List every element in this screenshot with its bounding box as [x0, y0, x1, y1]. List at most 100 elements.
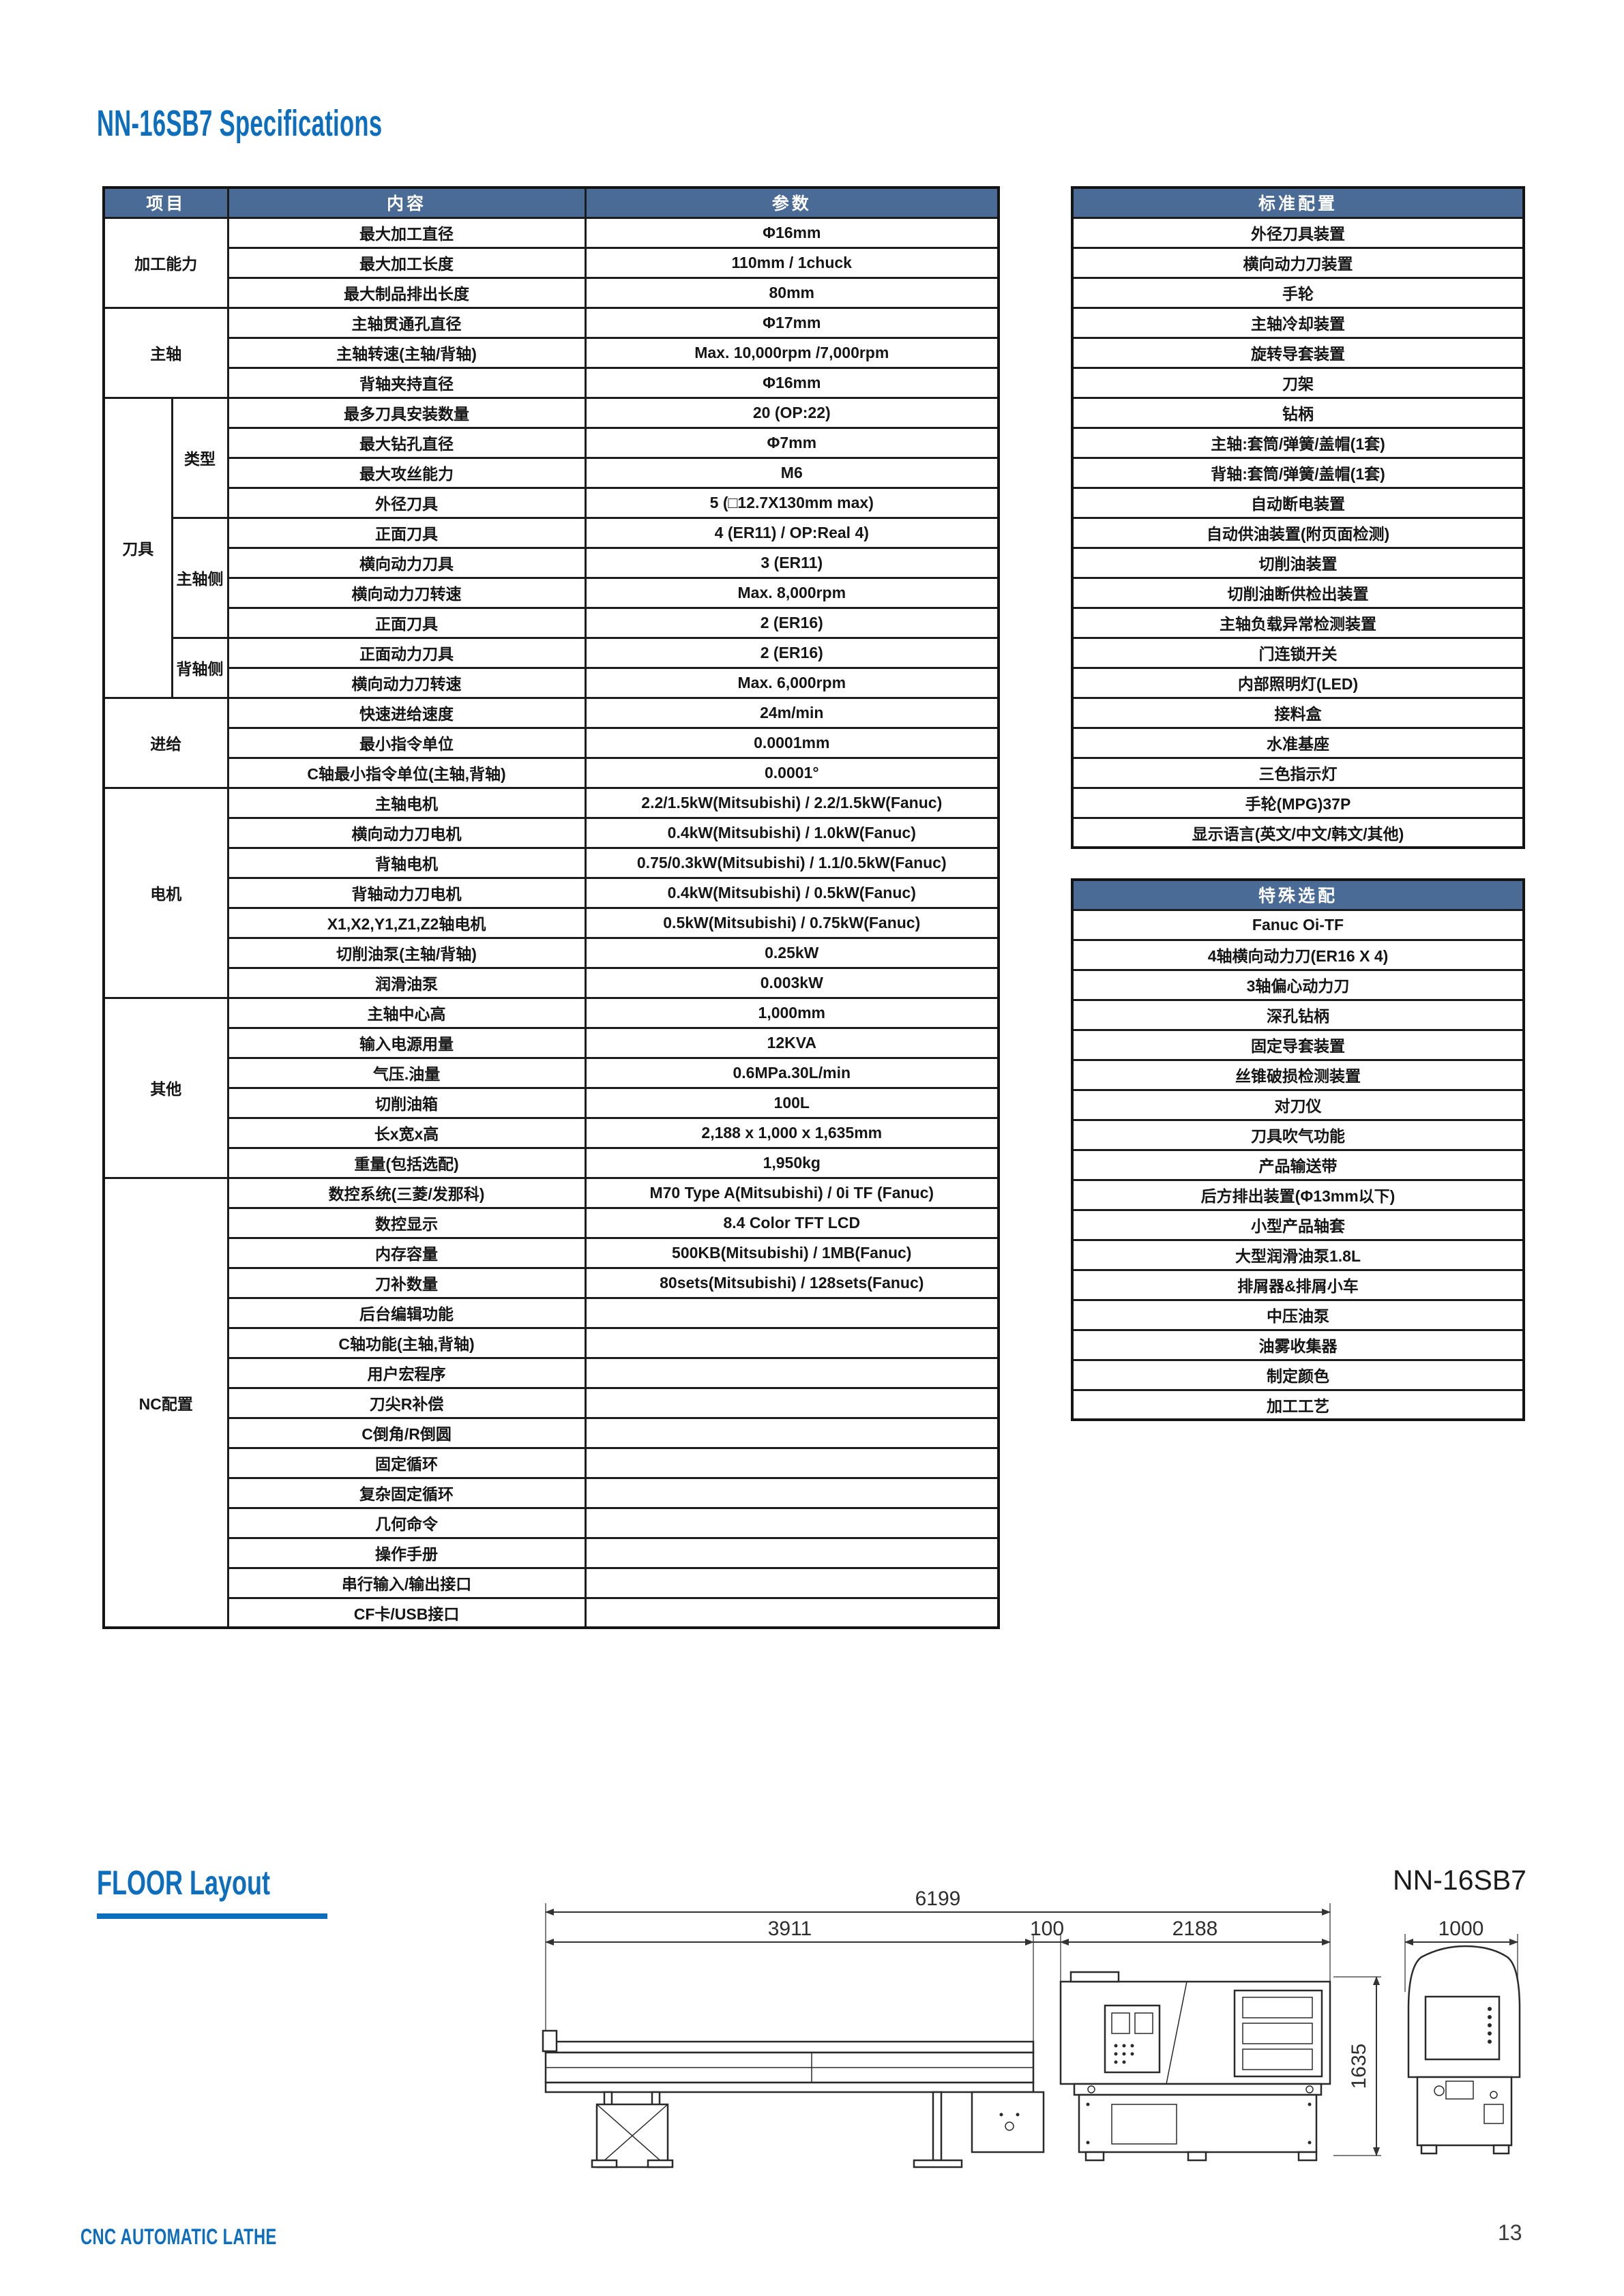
list-item: 大型润滑油泵1.8L [1071, 1238, 1525, 1271]
list-item: 自动断电装置 [1071, 486, 1525, 519]
table-row: 切削油箱 100L [104, 1086, 1000, 1119]
spec-value [584, 1506, 1000, 1539]
standard-config-title: 标准配置 [1071, 186, 1525, 219]
spec-value: Max. 6,000rpm [584, 666, 1000, 699]
floor-model-label: NN-16SB7 [1393, 1864, 1526, 1896]
table-row: 最大加工长度 110mm / 1chuck [104, 246, 1000, 279]
list-item: 手轮(MPG)37P [1071, 786, 1525, 819]
table-row: C倒角/R倒圆 [104, 1416, 1000, 1449]
spec-value: 20 (OP:22) [584, 396, 1000, 429]
list-item: 自动供油装置(附页面检测) [1071, 516, 1525, 549]
spec-name: 主轴电机 [226, 786, 587, 819]
config-item: 横向动力刀装置 [1071, 246, 1525, 279]
table-row: 长x宽x高 2,188 x 1,000 x 1,635mm [104, 1116, 1000, 1149]
table-header-row: 标准配置 [1071, 186, 1525, 219]
special-options-title: 特殊选配 [1071, 878, 1525, 911]
table-row: 外径刀具 5 (□12.7X130mm max) [104, 486, 1000, 519]
list-item: 门连锁开关 [1071, 636, 1525, 669]
spec-value: 12KVA [584, 1026, 1000, 1059]
spec-name: 主轴转速(主轴/背轴) [226, 336, 587, 369]
spec-name: 快速进给速度 [226, 696, 587, 729]
table-row: 最大钻孔直径 Φ7mm [104, 426, 1000, 459]
spec-value: Φ16mm [584, 366, 1000, 399]
list-item: 钻柄 [1071, 396, 1525, 429]
spec-name: 背轴夹持直径 [226, 366, 587, 399]
spec-name: 最小指令单位 [226, 726, 587, 759]
table-row: 切削油泵(主轴/背轴) 0.25kW [104, 936, 1000, 969]
subgroup-label: 类型 [171, 396, 229, 519]
list-item: 制定颜色 [1071, 1358, 1525, 1391]
option-item: 对刀仪 [1071, 1088, 1525, 1121]
spec-name: 内存容量 [226, 1236, 587, 1269]
config-item: 主轴:套筒/弹簧/盖帽(1套) [1071, 426, 1525, 459]
spec-name: 后台编辑功能 [226, 1296, 587, 1329]
spec-value: 0.4kW(Mitsubishi) / 1.0kW(Fanuc) [584, 816, 1000, 849]
list-item: 小型产品轴套 [1071, 1208, 1525, 1241]
table-row: 润滑油泵 0.003kW [104, 966, 1000, 999]
option-item: 加工工艺 [1071, 1388, 1525, 1421]
spec-value: Φ17mm [584, 306, 1000, 339]
spec-name: 操作手册 [226, 1536, 587, 1569]
spec-name: 数控系统(三菱/发那科) [226, 1176, 587, 1209]
dim-bar-feeder-label: 3911 [768, 1918, 812, 1940]
config-item: 手轮 [1071, 276, 1525, 309]
spec-name: 横向动力刀具 [226, 546, 587, 579]
table-row: 刀尖R补偿 [104, 1386, 1000, 1419]
dim-gap-label: 100 [1030, 1918, 1064, 1940]
spec-name: 横向动力刀电机 [226, 816, 587, 849]
dim-total-label: 6199 [915, 1888, 961, 1910]
floor-layout-drawing: 6199 3911 100 2188 1000 1635 [542, 1888, 1521, 2168]
spec-value: 24m/min [584, 696, 1000, 729]
config-item: 自动供油装置(附页面检测) [1071, 516, 1525, 549]
table-row: 后台编辑功能 [104, 1296, 1000, 1329]
table-row: 最小指令单位 0.0001mm [104, 726, 1000, 759]
option-item: 排屑器&排屑小车 [1071, 1268, 1525, 1301]
spec-value: 80sets(Mitsubishi) / 128sets(Fanuc) [584, 1266, 1000, 1299]
spec-value: M70 Type A(Mitsubishi) / 0i TF (Fanuc) [584, 1176, 1000, 1209]
spec-value: 0.0001° [584, 756, 1000, 789]
table-row: 背轴电机 0.75/0.3kW(Mitsubishi) / 1.1/0.5kW(… [104, 846, 1000, 879]
table-row: 横向动力刀转速 Max. 8,000rpm [104, 576, 1000, 609]
option-item: 深孔钻柄 [1071, 998, 1525, 1031]
spec-value: Φ16mm [584, 216, 1000, 249]
spec-value [584, 1536, 1000, 1569]
config-item: 显示语言(英文/中文/韩文/其他) [1071, 816, 1525, 849]
option-item: 后方排出装置(Φ13mm以下) [1071, 1178, 1525, 1211]
spec-value [584, 1566, 1000, 1599]
list-item: 主轴:套筒/弹簧/盖帽(1套) [1071, 426, 1525, 459]
spec-value: 2 (ER16) [584, 636, 1000, 669]
table-row: 串行输入/输出接口 [104, 1566, 1000, 1599]
config-item: 切削油断供检出装置 [1071, 576, 1525, 609]
table-row: 数控显示 8.4 Color TFT LCD [104, 1206, 1000, 1239]
table-header-row: 项目 内容 参数 [102, 186, 1000, 219]
spec-name: 重量(包括选配) [226, 1146, 587, 1179]
option-item: 刀具吹气功能 [1071, 1118, 1525, 1151]
table-row: 主轴转速(主轴/背轴) Max. 10,000rpm /7,000rpm [104, 336, 1000, 369]
footer-brand-text: CNC AUTOMATIC LATHE [80, 2224, 277, 2249]
table-row: 输入电源用量 12KVA [104, 1026, 1000, 1059]
subgroup-label: 主轴侧 [171, 516, 229, 639]
option-item: 大型润滑油泵1.8L [1071, 1238, 1525, 1271]
spec-name: 复杂固定循环 [226, 1476, 587, 1509]
spec-value: 0.6MPa.30L/min [584, 1056, 1000, 1089]
spec-value: 2,188 x 1,000 x 1,635mm [584, 1116, 1000, 1149]
group-label: 电机 [102, 786, 229, 999]
spec-name: 最大攻丝能力 [226, 456, 587, 489]
spec-name: 气压.油量 [226, 1056, 587, 1089]
list-item: 内部照明灯(LED) [1071, 666, 1525, 699]
option-item: 产品输送带 [1071, 1148, 1525, 1181]
group-label: 刀具 [102, 396, 173, 699]
table-row: 内存容量 500KB(Mitsubishi) / 1MB(Fanuc) [104, 1236, 1000, 1269]
spec-name: 长x宽x高 [226, 1116, 587, 1149]
spec-name: 横向动力刀转速 [226, 666, 587, 699]
list-item: 加工工艺 [1071, 1388, 1525, 1421]
option-item: 4轴横向动力刀(ER16 X 4) [1071, 938, 1525, 971]
list-item: 后方排出装置(Φ13mm以下) [1071, 1178, 1525, 1211]
spec-name: 最多刀具安装数量 [226, 396, 587, 429]
spec-value: 4 (ER11) / OP:Real 4) [584, 516, 1000, 549]
table-row: 刀补数量 80sets(Mitsubishi) / 128sets(Fanuc) [104, 1266, 1000, 1299]
option-item: 小型产品轴套 [1071, 1208, 1525, 1241]
table-row: 重量(包括选配) 1,950kg [104, 1146, 1000, 1179]
config-item: 自动断电装置 [1071, 486, 1525, 519]
